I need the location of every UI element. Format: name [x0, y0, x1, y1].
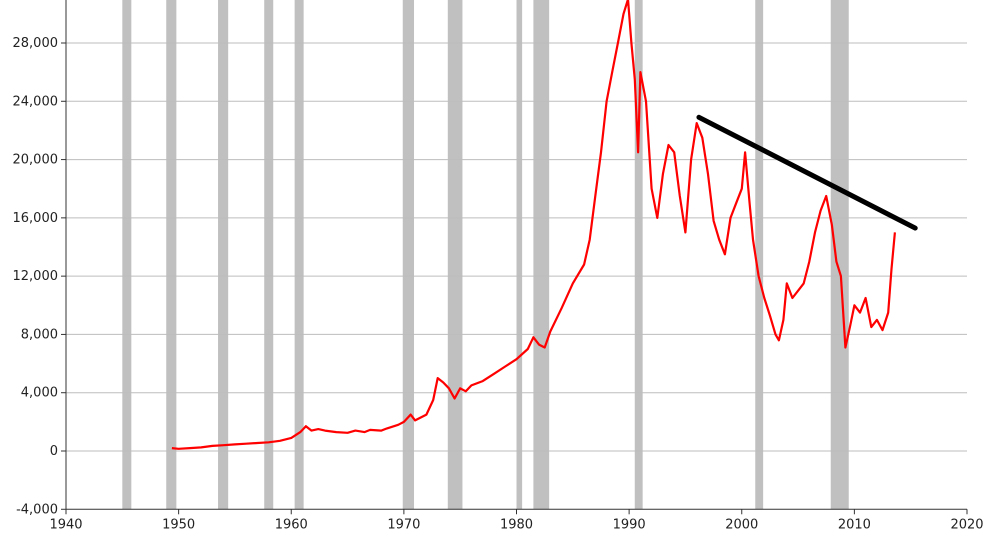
recession-band	[166, 0, 177, 510]
x-tick-label: 1950	[162, 517, 195, 532]
y-tick-label: 20,000	[13, 153, 59, 168]
y-tick-label: 12,000	[13, 269, 59, 284]
x-tick-label: 2020	[950, 517, 983, 532]
recession-band	[830, 0, 849, 510]
recession-band	[402, 0, 415, 510]
recession-band	[122, 0, 132, 510]
x-axis-ticks: 1940 1950 1960 1970 1980 1990 2000 2010 2020	[49, 509, 984, 532]
recession-band	[294, 0, 304, 510]
y-tick-label: 28,000	[13, 36, 59, 51]
x-tick-label: 1960	[275, 517, 308, 532]
y-tick-label: 0	[50, 444, 58, 459]
recession-band	[755, 0, 764, 510]
recession-band	[218, 0, 229, 510]
recession-band	[447, 0, 463, 510]
x-tick-label: 1970	[387, 517, 420, 532]
series-layer	[171, 0, 896, 450]
x-tick-label: 1990	[613, 517, 646, 532]
x-tick-label: 1940	[49, 517, 82, 532]
y-tick-label: 4,000	[21, 386, 58, 401]
x-tick-label: 2010	[838, 517, 871, 532]
recession-band	[516, 0, 523, 510]
y-tick-label: -4,000	[16, 502, 58, 517]
recession-band	[634, 0, 643, 510]
y-axis-ticks: -4,000 0 4,000 8,000 12,000 16,000 20,000 24,00…	[13, 36, 66, 517]
y-tick-label: 8,000	[21, 327, 58, 342]
y-tick-label: 16,000	[13, 211, 59, 226]
x-tick-label: 2000	[725, 517, 758, 532]
recession-band	[264, 0, 274, 510]
gridlines	[66, 42, 967, 452]
trendline	[696, 114, 918, 231]
x-tick-label: 1980	[500, 517, 533, 532]
trendline-layer	[696, 114, 918, 231]
y-tick-label: 24,000	[13, 94, 59, 109]
recession-bands	[122, 0, 849, 510]
series-line	[171, 0, 896, 450]
recession-band	[533, 0, 550, 510]
